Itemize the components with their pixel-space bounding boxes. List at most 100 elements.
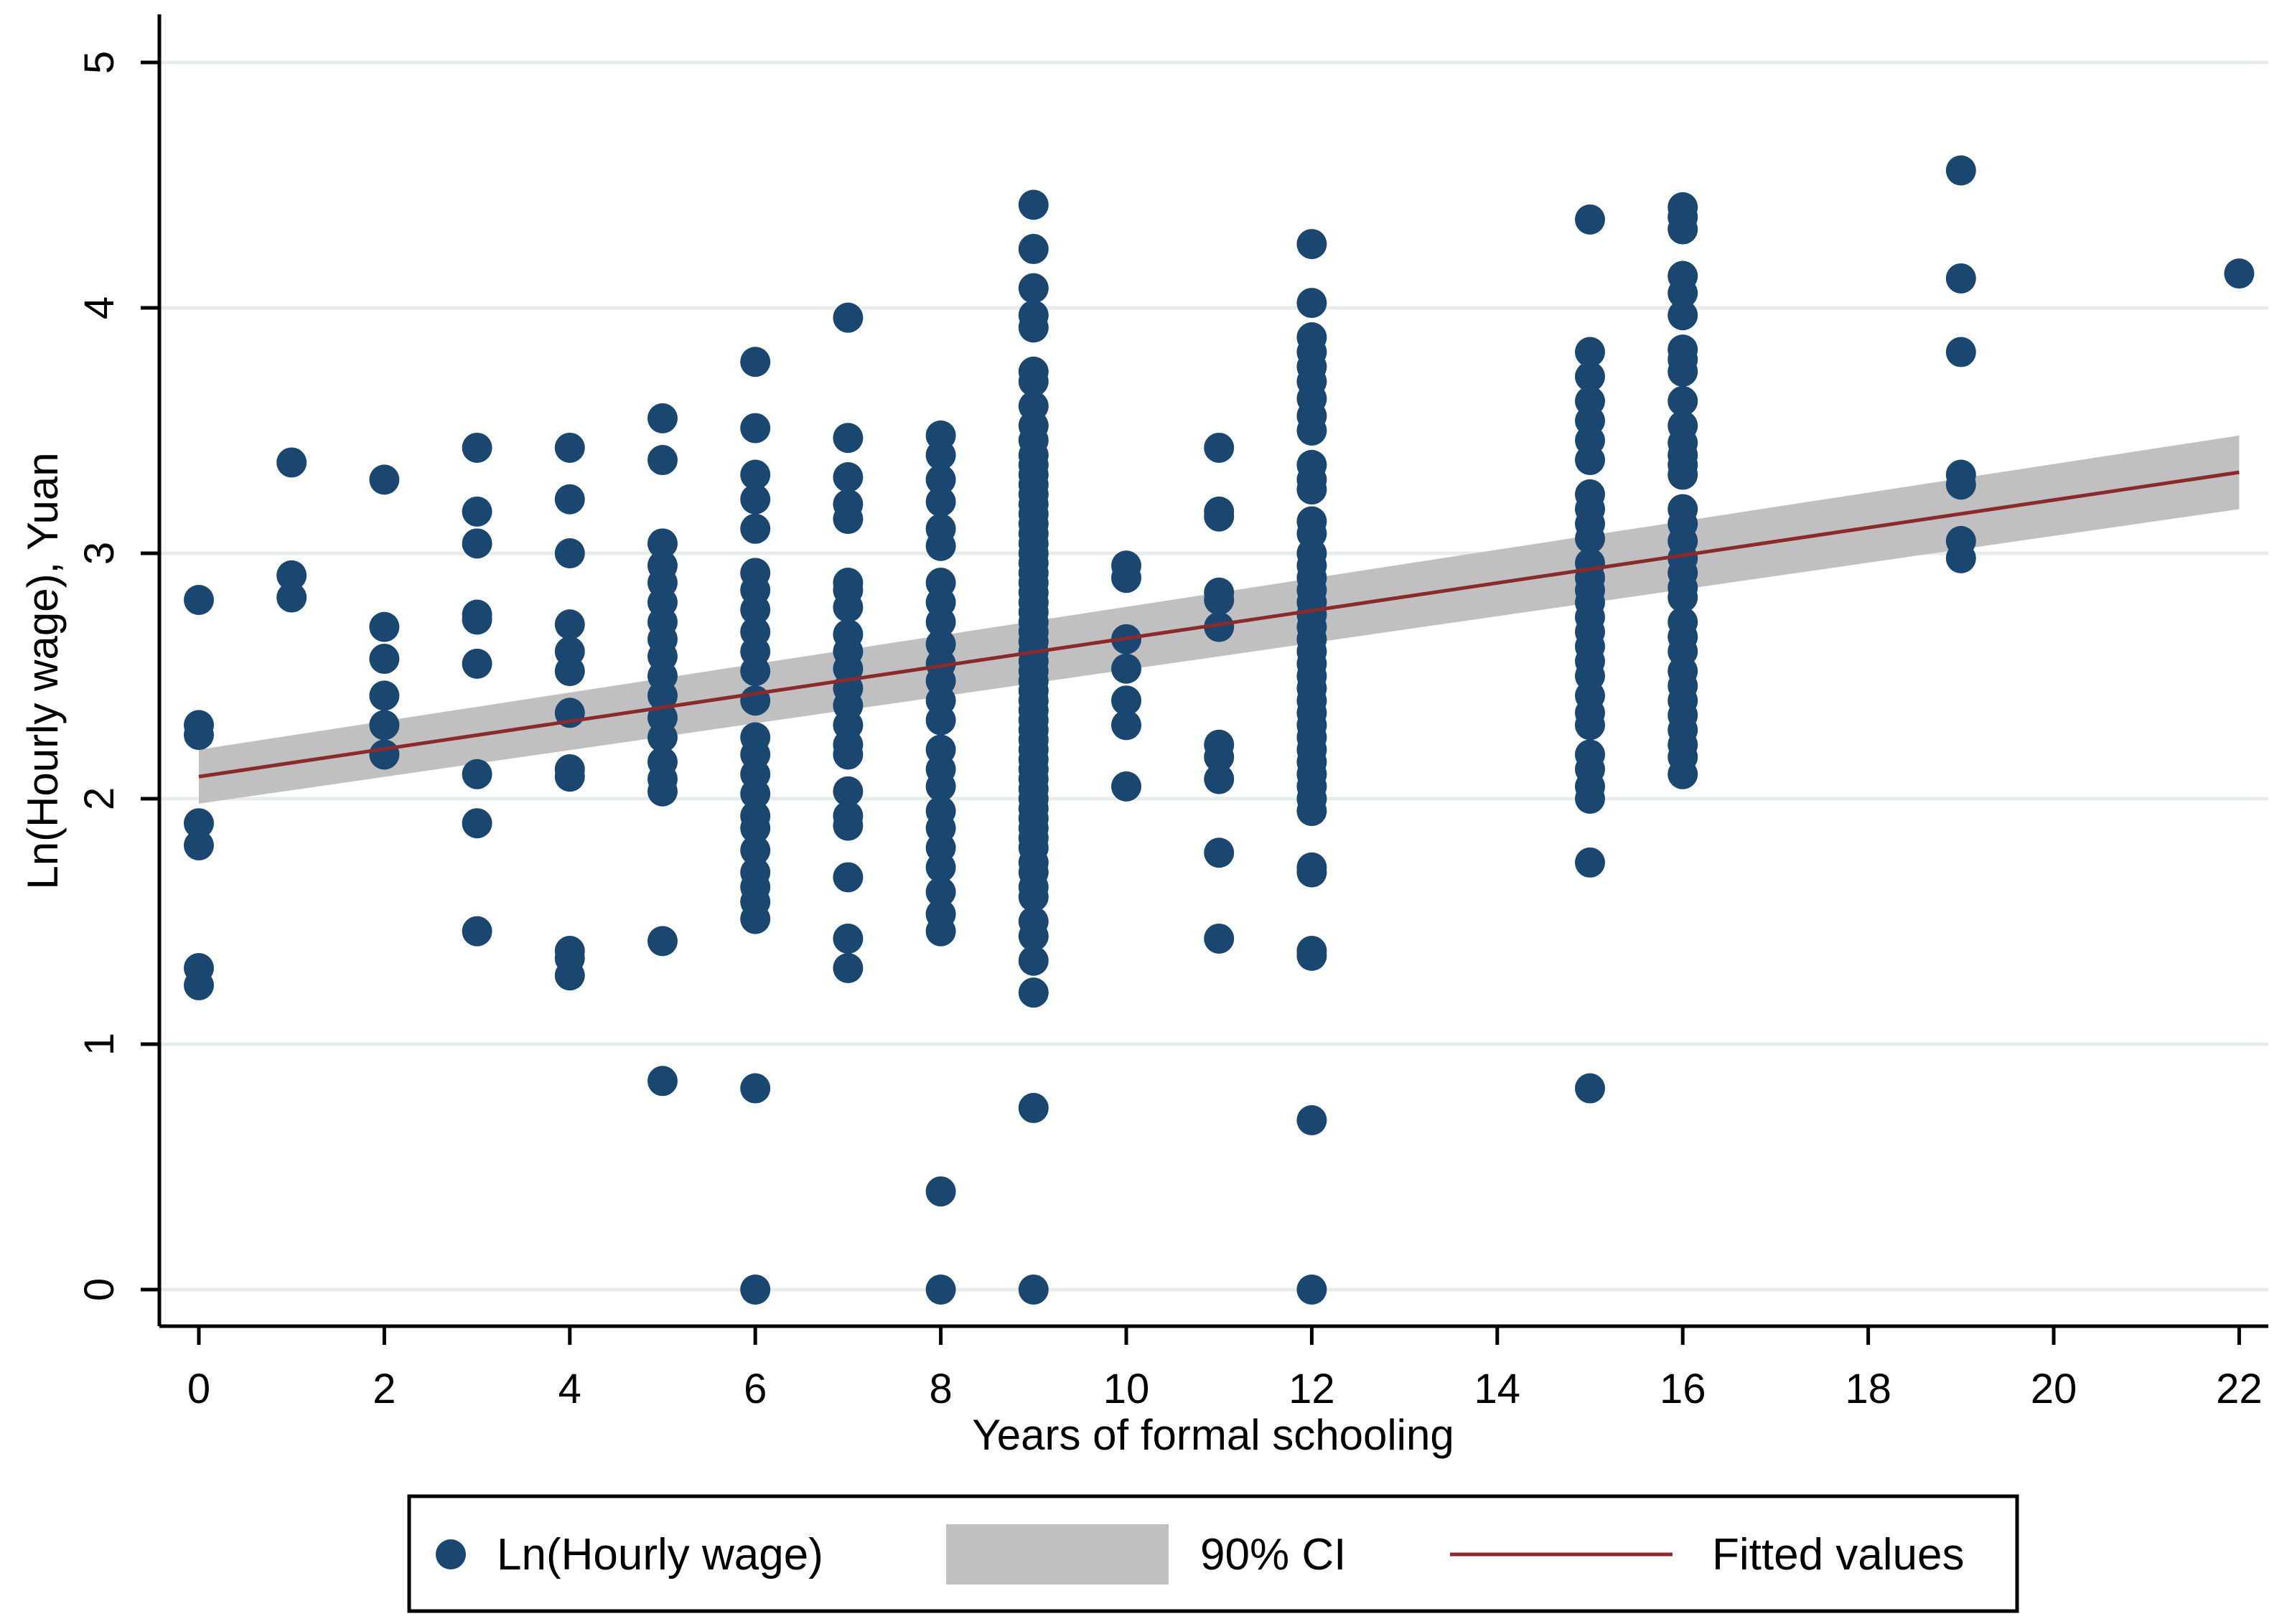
data-point <box>462 916 492 947</box>
data-point <box>1668 300 1698 331</box>
data-point <box>462 648 492 679</box>
data-point <box>276 447 307 478</box>
data-point <box>647 1066 678 1097</box>
data-point <box>1575 847 1605 878</box>
y-tick-label: 3 <box>76 542 123 565</box>
x-tick-label: 0 <box>187 1366 210 1412</box>
x-tick-label: 18 <box>1845 1366 1891 1412</box>
data-point <box>647 926 678 957</box>
data-point <box>740 813 771 844</box>
data-point <box>369 611 400 642</box>
data-point <box>740 779 771 809</box>
data-point <box>1296 796 1327 827</box>
x-tick-label: 4 <box>558 1366 581 1412</box>
data-point <box>1018 312 1049 343</box>
data-point <box>925 1176 956 1207</box>
data-point <box>925 440 956 471</box>
x-tick-label: 10 <box>1103 1366 1150 1412</box>
data-point <box>1668 759 1698 789</box>
legend: Ln(Hourly wage) 90% CI Fitted values <box>407 1494 2019 1613</box>
data-point <box>647 403 678 433</box>
data-point <box>1945 263 1976 294</box>
data-point <box>925 1275 956 1305</box>
data-point <box>925 916 956 947</box>
x-tick-label: 22 <box>2216 1366 2263 1412</box>
data-point <box>1111 685 1141 716</box>
data-point <box>1668 582 1698 613</box>
data-point <box>740 1275 771 1305</box>
data-point <box>1018 945 1049 976</box>
data-point <box>369 644 400 675</box>
data-point <box>740 903 771 934</box>
data-point <box>554 484 585 515</box>
data-point <box>184 584 214 615</box>
data-point <box>554 432 585 463</box>
data-point <box>462 496 492 527</box>
data-point <box>1575 204 1605 235</box>
data-point <box>1204 764 1235 794</box>
data-point <box>740 347 771 377</box>
data-point <box>1575 710 1605 741</box>
data-point <box>1296 857 1327 888</box>
data-point <box>1668 214 1698 245</box>
data-point <box>184 970 214 1000</box>
data-point <box>740 656 771 687</box>
data-point <box>925 530 956 561</box>
x-tick-label: 16 <box>1660 1366 1706 1412</box>
data-point <box>1111 653 1141 684</box>
data-point <box>369 739 400 770</box>
data-point <box>1204 611 1235 642</box>
x-tick-label: 12 <box>1289 1366 1335 1412</box>
y-tick-label: 2 <box>76 787 123 810</box>
data-point <box>925 852 956 883</box>
data-point <box>833 423 864 454</box>
data-point <box>833 810 864 841</box>
data-point <box>1018 881 1049 912</box>
data-point <box>1945 337 1976 367</box>
data-point <box>276 560 307 591</box>
data-point <box>833 952 864 983</box>
data-point <box>740 413 771 443</box>
data-point <box>462 759 492 789</box>
data-point <box>925 771 956 802</box>
data-point <box>833 862 864 893</box>
data-point <box>1111 710 1141 741</box>
data-point <box>1204 501 1235 532</box>
data-point <box>554 960 585 991</box>
data-point <box>833 739 864 770</box>
y-tick-label: 1 <box>76 1033 123 1056</box>
data-point <box>1018 1275 1049 1305</box>
y-tick-label: 4 <box>76 296 123 319</box>
data-point <box>925 876 956 907</box>
data-point <box>1111 563 1141 593</box>
data-point <box>1945 543 1976 573</box>
data-point <box>1018 366 1049 397</box>
data-point <box>1204 741 1235 772</box>
x-tick-label: 20 <box>2031 1366 2077 1412</box>
data-point <box>1575 337 1605 367</box>
data-point <box>554 656 585 687</box>
data-point <box>554 761 585 792</box>
data-point <box>647 776 678 807</box>
data-point <box>554 538 585 568</box>
data-point <box>1296 1105 1327 1136</box>
x-tick-label: 14 <box>1474 1366 1521 1412</box>
data-point <box>833 504 864 535</box>
data-point <box>1575 445 1605 476</box>
legend-ci-swatch <box>946 1524 1169 1585</box>
legend-label-ci: 90% CI <box>1200 1530 1346 1580</box>
data-point <box>184 720 214 751</box>
data-point <box>462 808 492 839</box>
fit-line-group <box>198 470 2240 779</box>
data-point <box>1296 474 1327 505</box>
data-point <box>1111 771 1141 802</box>
data-point <box>1296 416 1327 446</box>
data-point <box>833 592 864 623</box>
data-point <box>740 594 771 625</box>
data-point <box>369 680 400 711</box>
data-point <box>184 830 214 860</box>
gridlines <box>159 60 2268 1292</box>
